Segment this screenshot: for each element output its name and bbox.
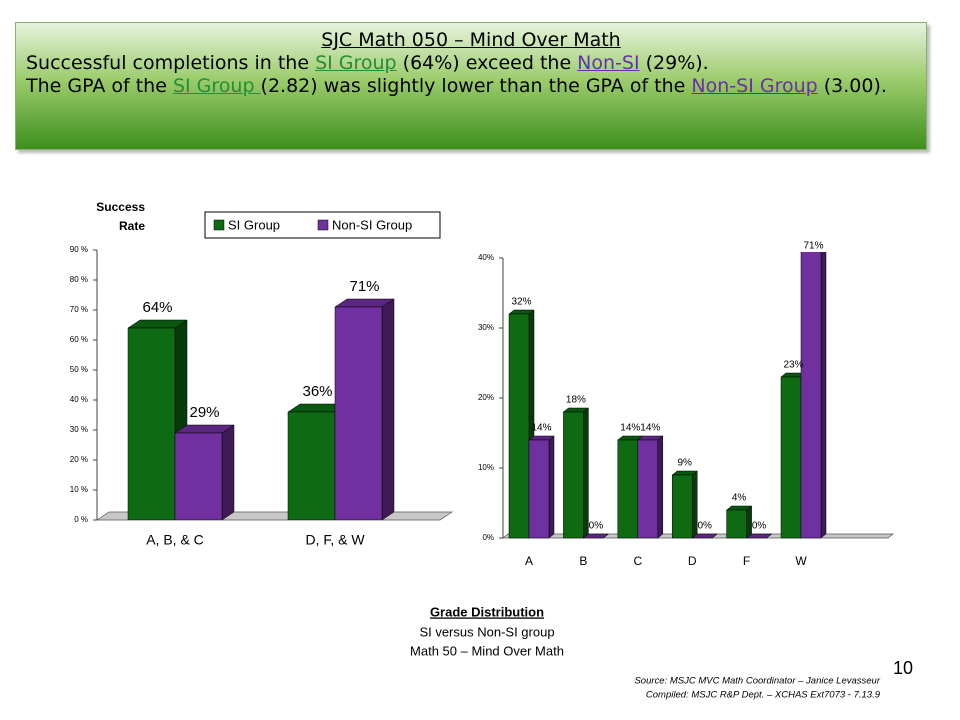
- value-label: 0%: [752, 521, 767, 532]
- bar-top: [582, 533, 610, 539]
- value-label: 0%: [589, 521, 604, 532]
- y-tick-label: 50 %: [70, 365, 88, 374]
- value-label: 14%: [620, 423, 640, 434]
- x-tick-label: W: [795, 554, 807, 568]
- bar-side: [820, 252, 827, 539]
- y-tick-label: 30%: [478, 323, 494, 332]
- value-label: 36%: [302, 383, 332, 400]
- bar: [800, 252, 822, 539]
- y-tick-label: 40%: [478, 253, 494, 262]
- chart-subtitle: SI versus Non-SI group: [419, 624, 554, 639]
- bar-side: [746, 505, 752, 539]
- text: Successful completions in the: [26, 52, 316, 74]
- y-tick-label: 70 %: [70, 305, 88, 314]
- value-label: 64%: [142, 299, 172, 316]
- chart-subtitle: Math 50 – Mind Over Math: [410, 643, 564, 658]
- source-note: Compiled: MSJC R&P Dept. – XCHAS Ext7073…: [646, 690, 881, 701]
- bar: [617, 439, 639, 539]
- link[interactable]: Non-SI: [577, 52, 640, 74]
- y-axis-label: Success: [96, 200, 145, 214]
- text: The GPA of the: [26, 75, 173, 97]
- y-tick-label: 40 %: [70, 395, 88, 404]
- y-tick-label: 20 %: [70, 455, 88, 464]
- bars: [508, 37, 827, 539]
- bar-side: [381, 298, 395, 520]
- link[interactable]: Non-SI Group: [691, 75, 818, 97]
- bar-top: [745, 533, 773, 539]
- page-number: 10: [893, 658, 913, 678]
- legend-label: SI Group: [228, 217, 280, 232]
- bar: [637, 439, 659, 539]
- bar: [671, 474, 693, 539]
- bar-side: [583, 407, 589, 539]
- bar: [127, 327, 176, 520]
- text: (64%) exceed the: [396, 52, 578, 74]
- bar: [563, 411, 584, 539]
- legend-swatch: [213, 219, 225, 231]
- value-label: 71%: [349, 278, 379, 295]
- bar: [287, 411, 336, 520]
- y-tick-label: 10%: [478, 463, 494, 472]
- bar: [780, 376, 802, 539]
- link[interactable]: SI Group: [315, 52, 397, 74]
- bar-top: [801, 37, 826, 41]
- bar: [508, 313, 530, 539]
- header-title: SJC Math 050 – Mind Over Math: [321, 29, 621, 51]
- x-tick-label: D, F, & W: [305, 532, 365, 548]
- value-label: 71%: [803, 241, 823, 252]
- bar-side: [548, 435, 555, 539]
- y-tick-label: 90 %: [70, 245, 88, 254]
- bar: [334, 306, 383, 520]
- x-tick-label: B: [579, 554, 587, 568]
- bar-side: [691, 470, 698, 539]
- value-label: 18%: [566, 395, 586, 406]
- value-label: 23%: [783, 360, 803, 371]
- bar-side: [221, 424, 235, 520]
- text: (2.82) was slightly lower than the GPA o…: [260, 75, 692, 97]
- x-tick-label: A, B, & C: [146, 532, 204, 548]
- x-tick-label: F: [743, 554, 750, 568]
- legend-label: Non-SI Group: [332, 217, 412, 232]
- y-tick-label: 30 %: [70, 425, 88, 434]
- bar: [528, 439, 550, 539]
- text: (29%).: [639, 52, 709, 74]
- header-box: SJC Math 050 – Mind Over Math Successful…: [15, 22, 927, 150]
- bar-side: [657, 435, 664, 539]
- y-tick-label: 80 %: [70, 275, 88, 284]
- x-tick-label: D: [688, 554, 697, 568]
- x-tick-label: C: [633, 554, 642, 568]
- value-label: 14%: [531, 423, 551, 434]
- value-label: 29%: [189, 404, 219, 421]
- bars: [127, 298, 395, 520]
- bar: [726, 509, 747, 539]
- header-line: Successful completions in the SI Group (…: [26, 52, 916, 75]
- value-label: 14%: [640, 423, 660, 434]
- y-tick-label: 10 %: [70, 485, 88, 494]
- bar-top: [691, 533, 718, 539]
- value-label: 9%: [677, 458, 692, 469]
- value-label: 32%: [511, 297, 531, 308]
- y-axis-label: Rate: [119, 219, 145, 233]
- y-tick-label: 20%: [478, 393, 494, 402]
- chart-title: Grade Distribution: [430, 604, 544, 619]
- y-tick-label: 60 %: [70, 335, 88, 344]
- source-note: Source: MSJC MVC Math Coordinator – Jani…: [634, 676, 880, 687]
- x-tick-label: A: [525, 554, 533, 568]
- value-label: 0%: [697, 521, 712, 532]
- text: (3.00).: [817, 75, 887, 97]
- header-line: The GPA of the SI Group (2.82) was sligh…: [26, 75, 916, 98]
- legend-swatch: [317, 219, 329, 231]
- link[interactable]: SI Group: [172, 75, 261, 97]
- y-tick-label: 0%: [482, 533, 494, 542]
- value-label: 4%: [732, 493, 747, 504]
- y-tick-label: 0 %: [74, 515, 88, 524]
- bar: [174, 432, 223, 520]
